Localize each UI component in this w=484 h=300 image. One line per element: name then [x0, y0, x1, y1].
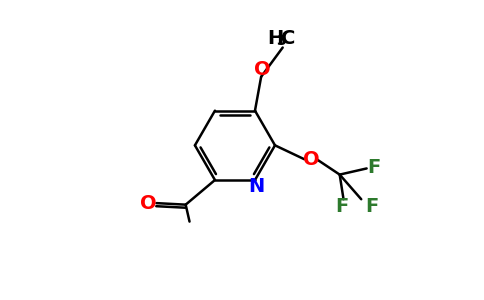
- Text: O: O: [254, 60, 270, 80]
- Text: 3: 3: [276, 34, 286, 48]
- Text: O: O: [140, 194, 157, 213]
- Text: H: H: [267, 29, 284, 48]
- Text: N: N: [248, 177, 265, 196]
- Text: F: F: [335, 197, 348, 216]
- Text: O: O: [303, 150, 319, 169]
- Text: F: F: [365, 197, 378, 216]
- Text: C: C: [281, 29, 296, 48]
- Text: F: F: [368, 158, 381, 177]
